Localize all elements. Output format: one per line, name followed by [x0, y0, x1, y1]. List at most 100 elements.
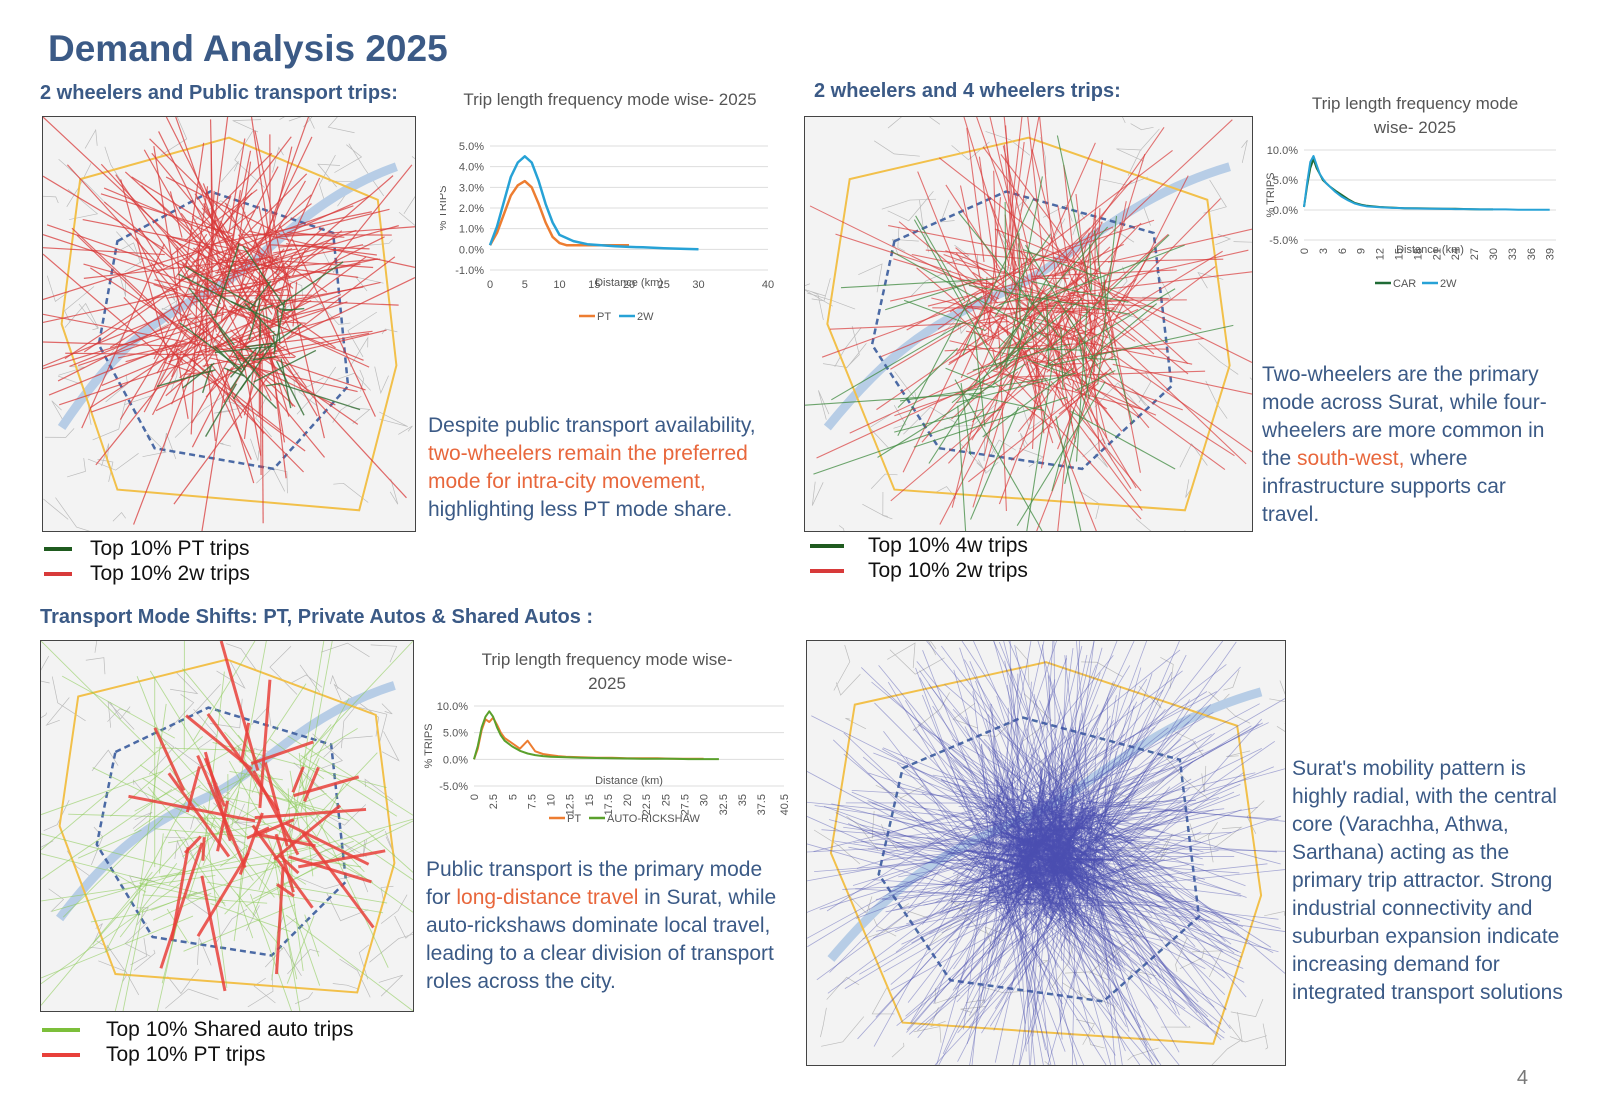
x-tick-label: 20: [622, 794, 634, 806]
x-tick-label: 27: [1469, 248, 1481, 260]
river: [56, 681, 396, 922]
y-tick-label: -5.0%: [439, 781, 468, 793]
x-tick-label: 10: [553, 279, 565, 291]
y-axis-label: % TRIPS: [440, 185, 449, 230]
x-tick-label: 32.5: [718, 794, 730, 815]
paragraph-2w-pt: Despite public transport availability, t…: [428, 412, 798, 524]
x-tick-label: 25: [660, 794, 672, 806]
x-tick-label: 5: [522, 279, 528, 291]
legend-label: Top 10% PT trips: [106, 1042, 266, 1066]
x-tick-label: 0: [487, 279, 493, 291]
x-tick-label: 30: [692, 279, 704, 291]
x-tick-label: 20: [623, 279, 635, 291]
legend-label: Top 10% 2w trips: [868, 558, 1028, 582]
legend-swatch: [44, 571, 72, 576]
x-tick-label: 0: [1299, 248, 1311, 254]
x-tick-label: 7.5: [526, 794, 538, 809]
x-tick-label: 21: [1431, 248, 1443, 260]
y-tick-label: 10.0%: [437, 701, 468, 713]
legend-map3: Top 10% Shared auto trips Top 10% PT tri…: [42, 1017, 354, 1067]
legend-item: Top 10% PT trips: [44, 536, 250, 561]
paragraph-highlight: long-distance travel: [456, 886, 639, 909]
x-tick-label: 15: [588, 279, 600, 291]
x-tick-label: 39: [1545, 248, 1557, 260]
x-axis-label: Distance (km): [1396, 244, 1464, 256]
paragraph-highlight: two-wheelers remain the preferred mode f…: [428, 442, 748, 493]
x-tick-label: 30: [699, 794, 711, 806]
x-tick-label: 0: [469, 794, 481, 800]
x-tick-label: 5: [507, 794, 519, 800]
legend-swatch: [42, 1052, 80, 1057]
legend-label: 2W: [1440, 278, 1457, 290]
district-boundary: [60, 136, 398, 512]
x-tick-label: 2.5: [488, 794, 500, 809]
x-tick-label: 3: [1318, 248, 1330, 254]
page-title: Demand Analysis 2025: [48, 28, 448, 69]
legend-swatch: [810, 543, 844, 548]
legend-label: Top 10% 4w trips: [868, 533, 1028, 557]
x-tick-label: 12.5: [565, 794, 577, 815]
x-tick-label: 10: [546, 794, 558, 806]
map-canvas: [805, 117, 1252, 531]
page-number: 4: [1516, 1067, 1528, 1089]
series-line-pt: [473, 716, 704, 760]
chart2-title: Trip length frequency mode wise- 2025: [1311, 94, 1519, 137]
chart1-title: Trip length frequency mode wise- 2025: [463, 90, 757, 109]
section-title-2w-4w: 2 wheelers and 4 wheelers trips:: [814, 80, 1121, 102]
x-tick-label: 40: [762, 279, 774, 291]
x-tick-label: 35: [737, 794, 749, 806]
chart1-plot: -1.0% 0.0% 1.0% 2.0% 3.0% 4.0% 5.0% 0 5 10 15 20 25 3…: [440, 141, 774, 323]
x-tick-label: 17.5: [603, 794, 615, 815]
y-tick-label: 1.0%: [459, 224, 484, 236]
trip-lines: [807, 641, 1285, 1065]
legend-label: Top 10% Shared auto trips: [106, 1017, 354, 1041]
trip-lines: [805, 117, 1252, 531]
map-2w-pt-trips: [42, 116, 416, 532]
legend-map2: Top 10% 4w trips Top 10% 2w trips: [810, 533, 1028, 583]
x-tick-label: 40.5: [779, 794, 791, 815]
paragraph-text: highlighting less PT mode share.: [428, 498, 733, 521]
legend-item: Top 10% 2w trips: [44, 561, 250, 586]
legend-map1: Top 10% PT trips Top 10% 2w trips: [44, 536, 250, 586]
map-pt-shared-auto-trips: [40, 640, 414, 1012]
legend-swatch: [42, 1027, 80, 1032]
x-tick-label: 22.5: [641, 794, 653, 815]
series-line-2w: [1303, 155, 1550, 211]
x-tick-label: 27.5: [679, 794, 691, 815]
city-boundary: [97, 190, 350, 471]
legend-swatch: [44, 546, 72, 551]
y-tick-label: 10.0%: [1267, 145, 1298, 157]
y-tick-label: 5.0%: [443, 728, 468, 740]
city-boundary: [877, 716, 1201, 1003]
section-title-2w-pt: 2 wheelers and Public transport trips:: [40, 82, 398, 104]
legend-item: Top 10% 2w trips: [810, 558, 1028, 583]
paragraph-2w-4w: Two-wheelers are the primary mode across…: [1262, 361, 1562, 529]
legend-item: Top 10% Shared auto trips: [42, 1017, 354, 1042]
x-tick-label: 33: [1507, 248, 1519, 260]
city-boundary: [95, 706, 348, 957]
paragraph-text: Surat's mobility pattern is highly radia…: [1292, 757, 1563, 1004]
x-tick-label: 15: [1394, 248, 1406, 260]
x-axis-label: Distance (km): [595, 775, 663, 787]
zone-boundaries: [813, 641, 1285, 1065]
paragraph-text: Despite public transport availability,: [428, 414, 756, 437]
legend-item: Top 10% 4w trips: [810, 533, 1028, 558]
legend-label: PT: [567, 813, 581, 825]
map-2w-4w-trips: [804, 116, 1253, 532]
paragraph-mode-shifts: Public transport is the primary mode for…: [426, 856, 778, 996]
map-canvas: [43, 117, 415, 531]
legend-swatch: [810, 568, 844, 573]
x-tick-label: 15: [584, 794, 596, 806]
x-axis-label: Distance (km): [595, 277, 663, 289]
y-tick-label: -1.0%: [455, 265, 484, 277]
map-all-trips-radial: [806, 640, 1286, 1066]
y-axis-label: % TRIPS: [424, 723, 435, 768]
y-tick-label: 3.0%: [459, 182, 484, 194]
y-tick-label: 4.0%: [459, 162, 484, 174]
x-tick-label: 37.5: [756, 794, 768, 815]
district-boundary: [58, 658, 396, 994]
legend-label: PT: [597, 311, 611, 323]
legend-label: 2W: [637, 311, 654, 323]
paragraph-text: where infrastructure supports car travel…: [1262, 447, 1506, 526]
chart3-title: Trip length frequency mode wise- 2025: [481, 650, 733, 693]
